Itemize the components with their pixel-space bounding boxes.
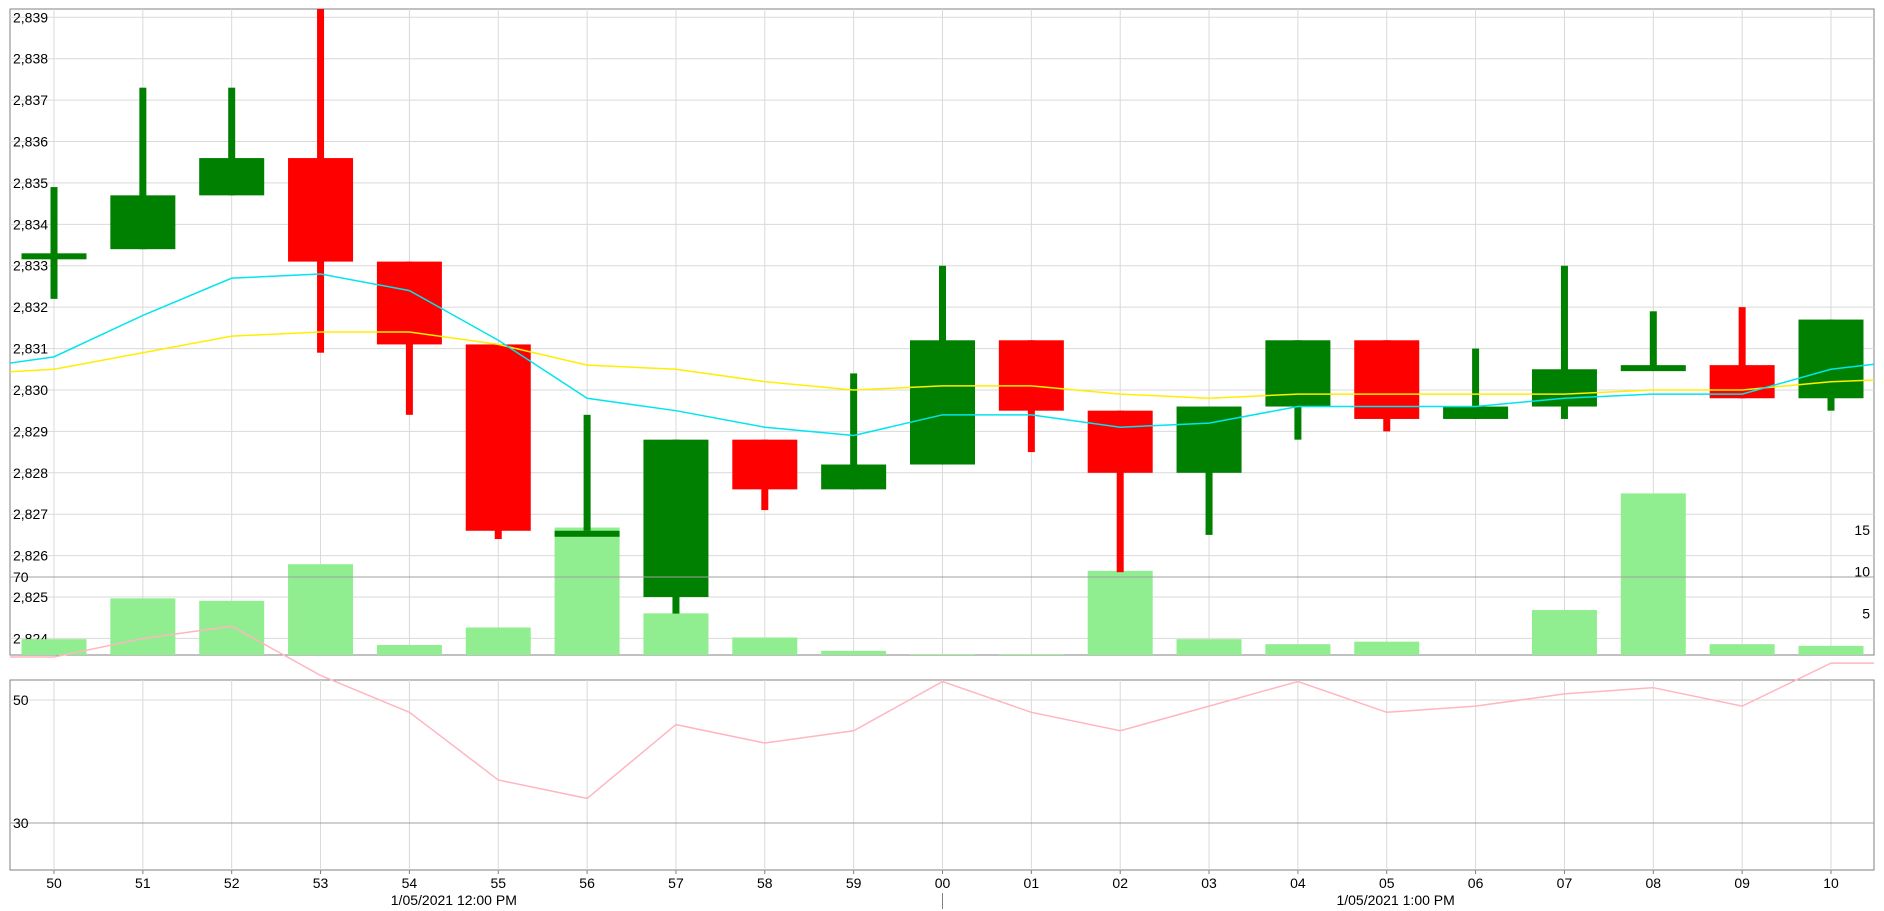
- x-tick-label: 04: [1290, 875, 1306, 891]
- oscillator-tick-label: 50: [13, 692, 29, 708]
- volume-bar: [1798, 645, 1864, 655]
- volume-bar: [199, 600, 265, 655]
- volume-bar: [1265, 644, 1331, 655]
- candle-body: [1798, 319, 1864, 399]
- volume-bar: [376, 645, 442, 655]
- candle-wick: [50, 187, 58, 299]
- moving-average-cyan-line: [9, 273, 1875, 437]
- volume-bar: [910, 654, 975, 655]
- candle-wick: [1116, 410, 1124, 573]
- volume-bar: [110, 598, 176, 655]
- volume-bar: [732, 637, 798, 655]
- x-tick-label: 59: [846, 875, 862, 891]
- x-tick-label: 01: [1024, 875, 1040, 891]
- volume-bar: [1531, 610, 1597, 655]
- candle-body: [998, 340, 1064, 411]
- volume-bar: [1620, 493, 1686, 655]
- x-tick-label: 00: [935, 875, 951, 891]
- volume-bar: [554, 527, 620, 655]
- candle-wick: [850, 373, 858, 490]
- price-tick-label: 2,833: [13, 258, 48, 274]
- candle-wick: [1472, 348, 1480, 419]
- candle-wick: [228, 87, 236, 196]
- oscillator-tick-label: 70: [13, 569, 29, 585]
- price-tick-label: 2,837: [13, 92, 48, 108]
- candle-body: [1176, 406, 1242, 473]
- x-tick-label: 06: [1468, 875, 1484, 891]
- date-label: 1/05/2021 12:00 PM: [391, 892, 517, 908]
- candle-body: [1087, 410, 1153, 473]
- x-tick-label: 54: [402, 875, 418, 891]
- candle-body: [554, 530, 620, 537]
- volume-tick-label: 5: [1862, 605, 1870, 621]
- candle-body: [643, 439, 709, 598]
- candle-body: [1265, 340, 1331, 407]
- x-tick-label: 08: [1646, 875, 1662, 891]
- price-tick-label: 2,834: [13, 216, 48, 232]
- price-tick-label: 2,829: [13, 423, 48, 439]
- candle-body: [1443, 406, 1509, 419]
- candle-body: [1620, 365, 1686, 372]
- volume-tick-label: 10: [1854, 564, 1870, 580]
- x-tick-label: 56: [579, 875, 595, 891]
- date-label: 1/05/2021 1:00 PM: [1336, 892, 1454, 908]
- oscillator-line: [10, 625, 1874, 800]
- candle-body: [21, 253, 87, 260]
- x-tick-label: 58: [757, 875, 773, 891]
- volume-bar: [821, 650, 887, 655]
- volume-bar: [1176, 639, 1242, 655]
- x-tick-label: 03: [1201, 875, 1217, 891]
- oscillator-tick-label: 30: [13, 815, 29, 831]
- x-tick-label: 05: [1379, 875, 1395, 891]
- candle-body: [110, 195, 176, 250]
- price-tick-label: 2,838: [13, 51, 48, 67]
- x-tick-label: 53: [313, 875, 329, 891]
- volume-bar: [1354, 641, 1420, 655]
- candle-body: [288, 158, 354, 262]
- price-tick-label: 2,835: [13, 175, 48, 191]
- price-tick-label: 2,836: [13, 134, 48, 150]
- price-tick-label: 2,825: [13, 589, 48, 605]
- volume-bar: [21, 639, 87, 655]
- x-tick-label: 09: [1734, 875, 1750, 891]
- candle-body: [910, 340, 975, 465]
- volume-bar: [1709, 644, 1775, 655]
- volume-bar: [998, 654, 1064, 655]
- candle-wick: [1560, 265, 1568, 419]
- candle-body: [1709, 365, 1775, 399]
- candle-body: [732, 439, 798, 490]
- price-tick-label: 2,839: [13, 9, 48, 25]
- x-tick-label: 55: [490, 875, 506, 891]
- price-tick-label: 2,826: [13, 548, 48, 564]
- candle-wick: [1738, 307, 1746, 399]
- x-tick-label: 07: [1557, 875, 1573, 891]
- volume-bar: [465, 627, 531, 655]
- volume-bar: [643, 613, 709, 655]
- x-tick-label: 51: [135, 875, 151, 891]
- x-tick-label: 50: [46, 875, 62, 891]
- candle-wick: [583, 414, 591, 531]
- price-tick-label: 2,828: [13, 465, 48, 481]
- x-tick-label: 02: [1112, 875, 1128, 891]
- candle-wick: [139, 87, 147, 250]
- candle-wick: [1649, 311, 1657, 370]
- price-tick-label: 2,832: [13, 299, 48, 315]
- x-tick-label: 57: [668, 875, 684, 891]
- price-tick-label: 2,827: [13, 506, 48, 522]
- volume-bar: [1087, 570, 1153, 655]
- x-tick-label: 10: [1823, 875, 1839, 891]
- x-tick-label: 52: [224, 875, 240, 891]
- volume-tick-label: 15: [1854, 522, 1870, 538]
- candle-body: [465, 344, 531, 531]
- moving-average-yellow-line: [9, 331, 1875, 400]
- candle-body: [199, 158, 265, 196]
- volume-bar: [288, 564, 354, 655]
- price-tick-label: 2,830: [13, 382, 48, 398]
- price-tick-label: 2,831: [13, 341, 48, 357]
- candle-body: [821, 464, 887, 490]
